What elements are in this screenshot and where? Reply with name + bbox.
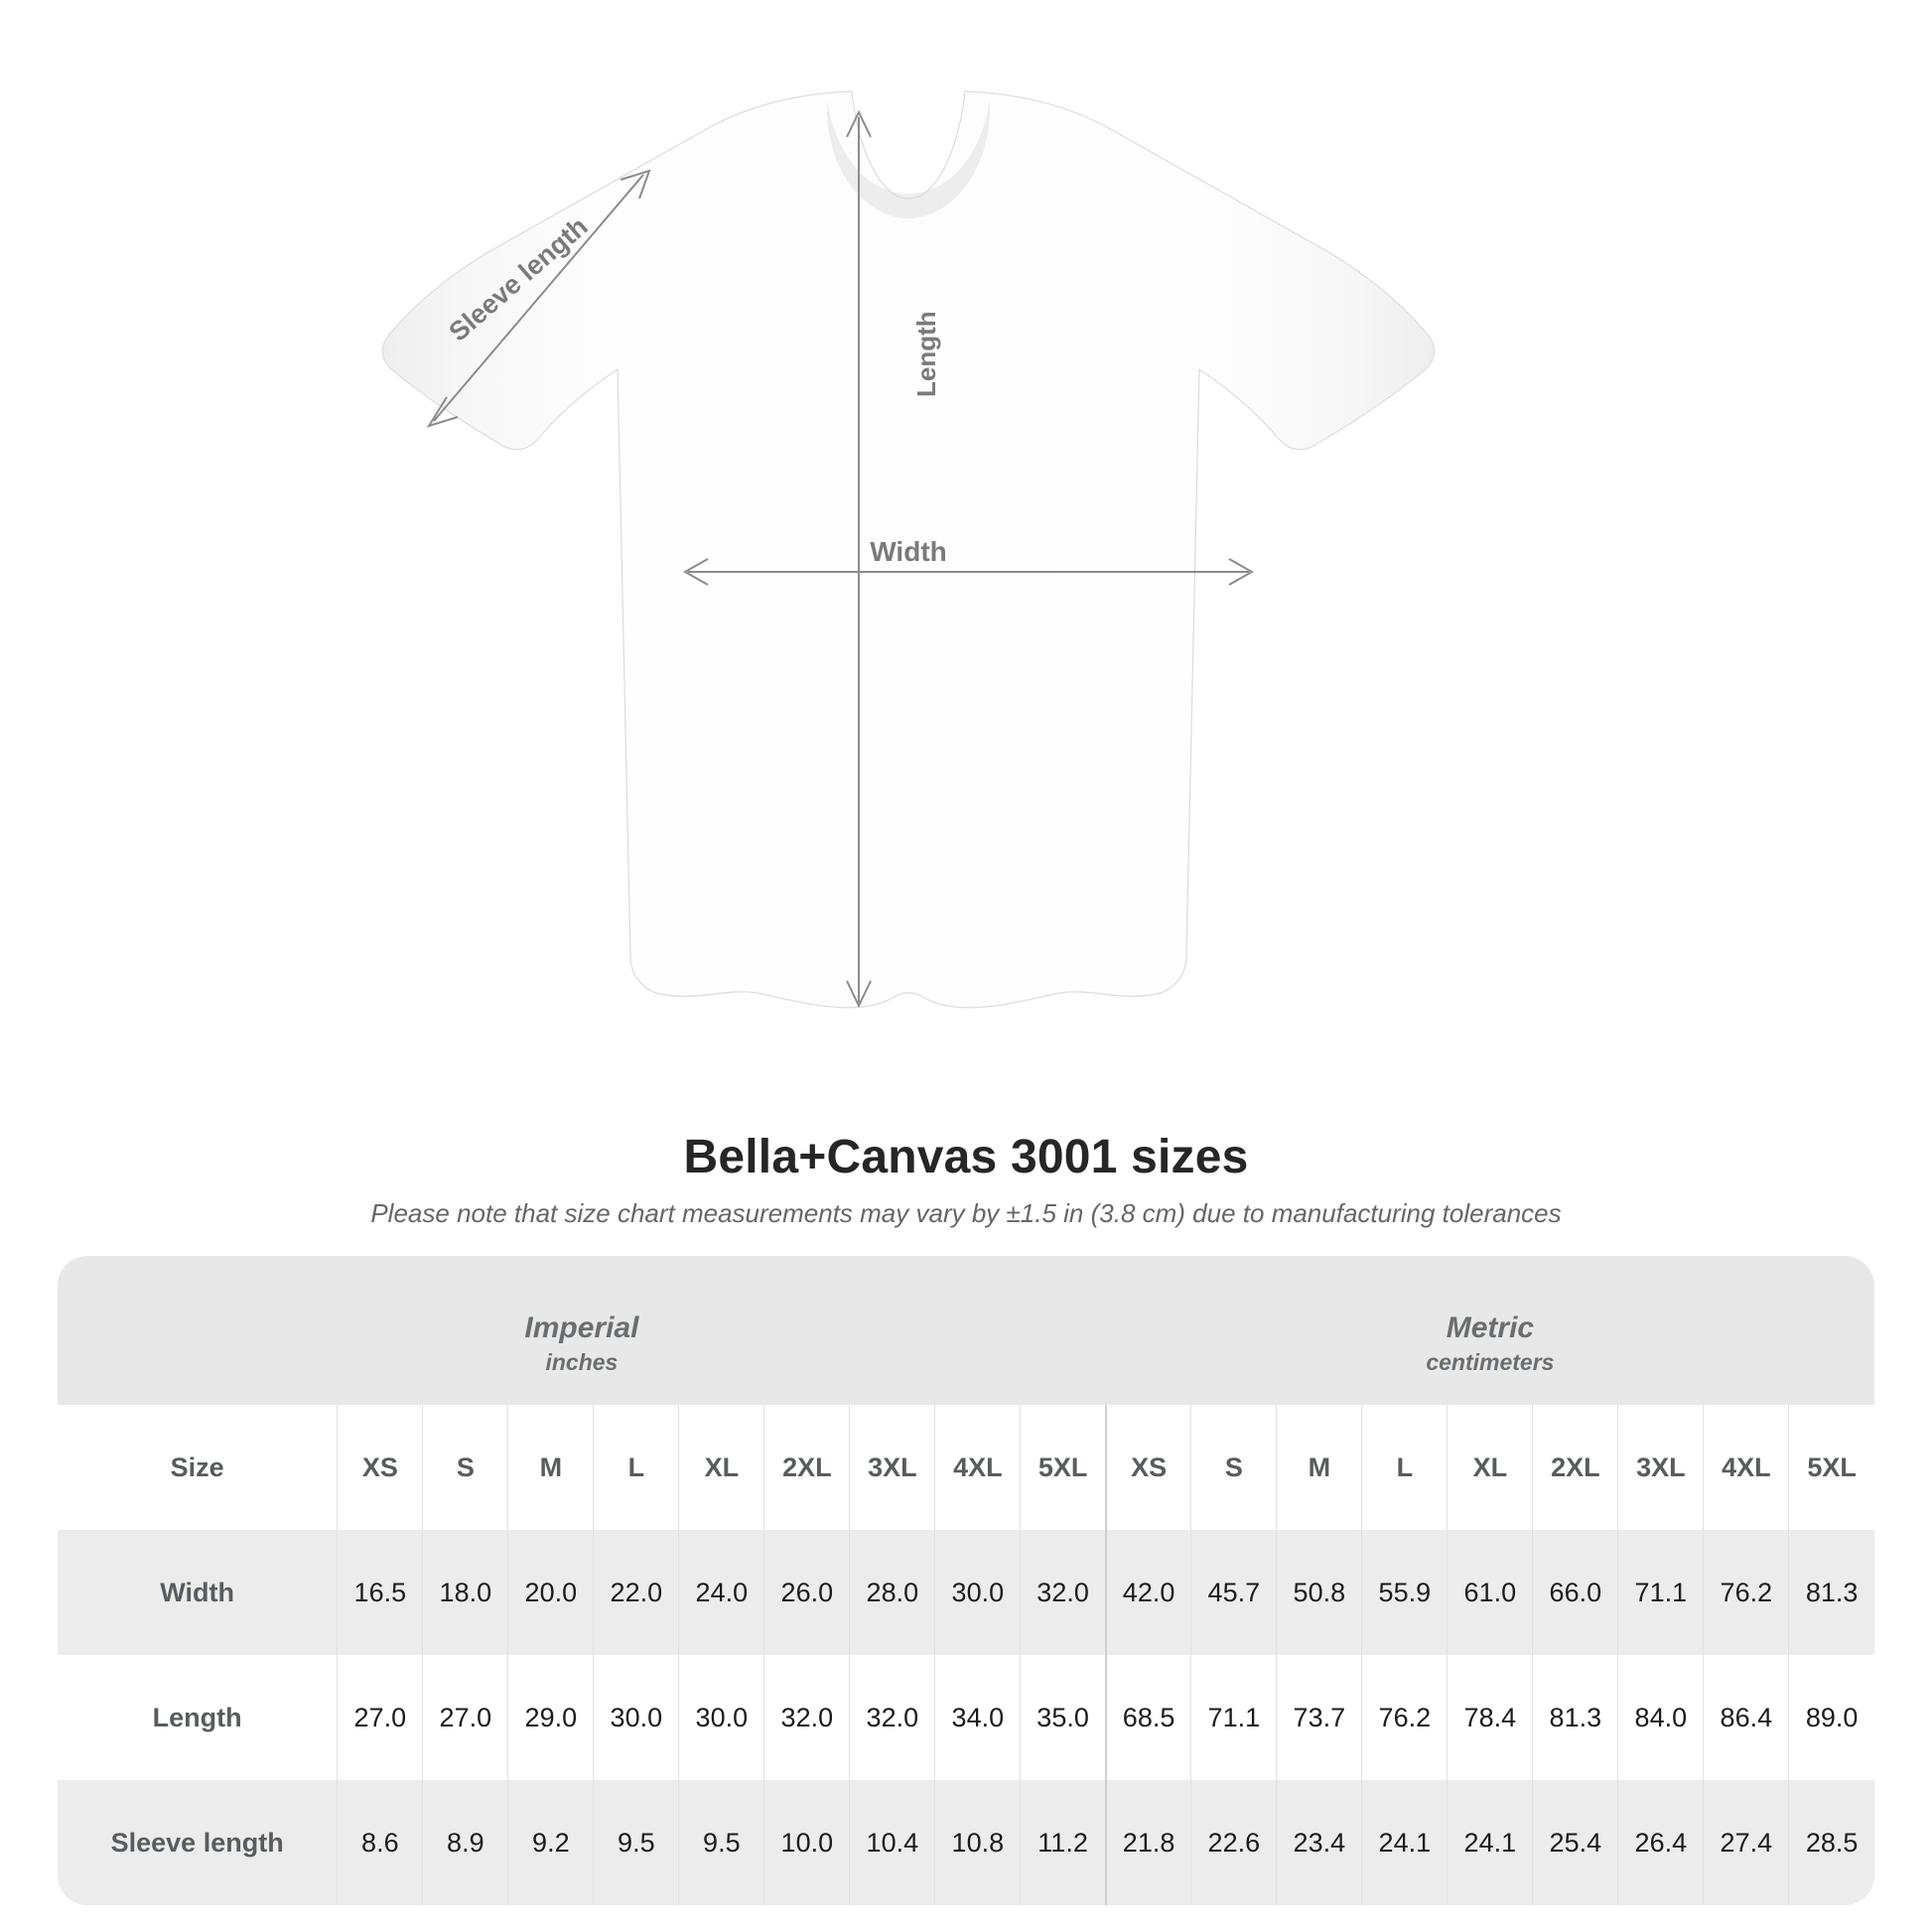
- svg-text:Width: Width: [870, 536, 947, 567]
- svg-text:Length: Length: [911, 311, 941, 397]
